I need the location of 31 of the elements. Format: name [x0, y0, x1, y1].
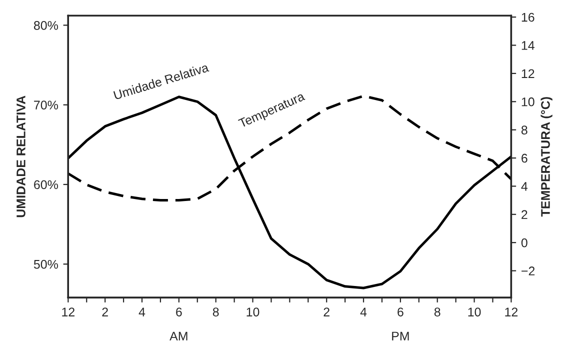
x-tick-label: 12	[505, 308, 518, 316]
x-tick-label: 8	[434, 308, 440, 316]
y-tick-label: 60%	[34, 180, 58, 190]
y2-axis-title: TEMPERATURA (°C)	[540, 97, 552, 217]
x-tick-label: 8	[212, 308, 219, 316]
y2-tick-label: 2	[522, 210, 528, 219]
x-tick-label: 10	[246, 308, 260, 316]
y2-tick-label: 12	[522, 69, 534, 78]
y-tick-label: 50%	[34, 260, 58, 269]
y2-tick-label: 8	[521, 126, 528, 134]
y2-tick-label: 0	[521, 238, 528, 248]
y2-tick-label: 6	[522, 154, 528, 163]
y-tick-label: 80%	[34, 21, 58, 30]
y2-tick-label: 4	[521, 182, 528, 191]
x-tick-label: 4	[138, 308, 146, 316]
y2-tick-label: −2	[522, 266, 535, 276]
x-tick-label: 6	[176, 308, 182, 316]
text: Umidade Relativa	[113, 62, 210, 100]
y2-tick-label: 16	[522, 12, 534, 22]
x-tick-label: 10	[468, 308, 481, 316]
x-tick-label: 2	[324, 308, 330, 316]
text: PM	[392, 332, 409, 340]
y2-tick-label: 14	[522, 41, 534, 50]
x-tick-label: 12	[62, 308, 74, 316]
x-tick-label: 2	[102, 308, 108, 316]
x-tick-label: 4	[360, 308, 367, 316]
y-tick-label: 70%	[34, 100, 58, 110]
text: AM	[170, 332, 188, 340]
y-axis-title: UMIDADE RELATIVA	[16, 96, 26, 218]
x-tick-label: 6	[398, 308, 404, 316]
y2-tick-label: 10	[522, 97, 534, 106]
